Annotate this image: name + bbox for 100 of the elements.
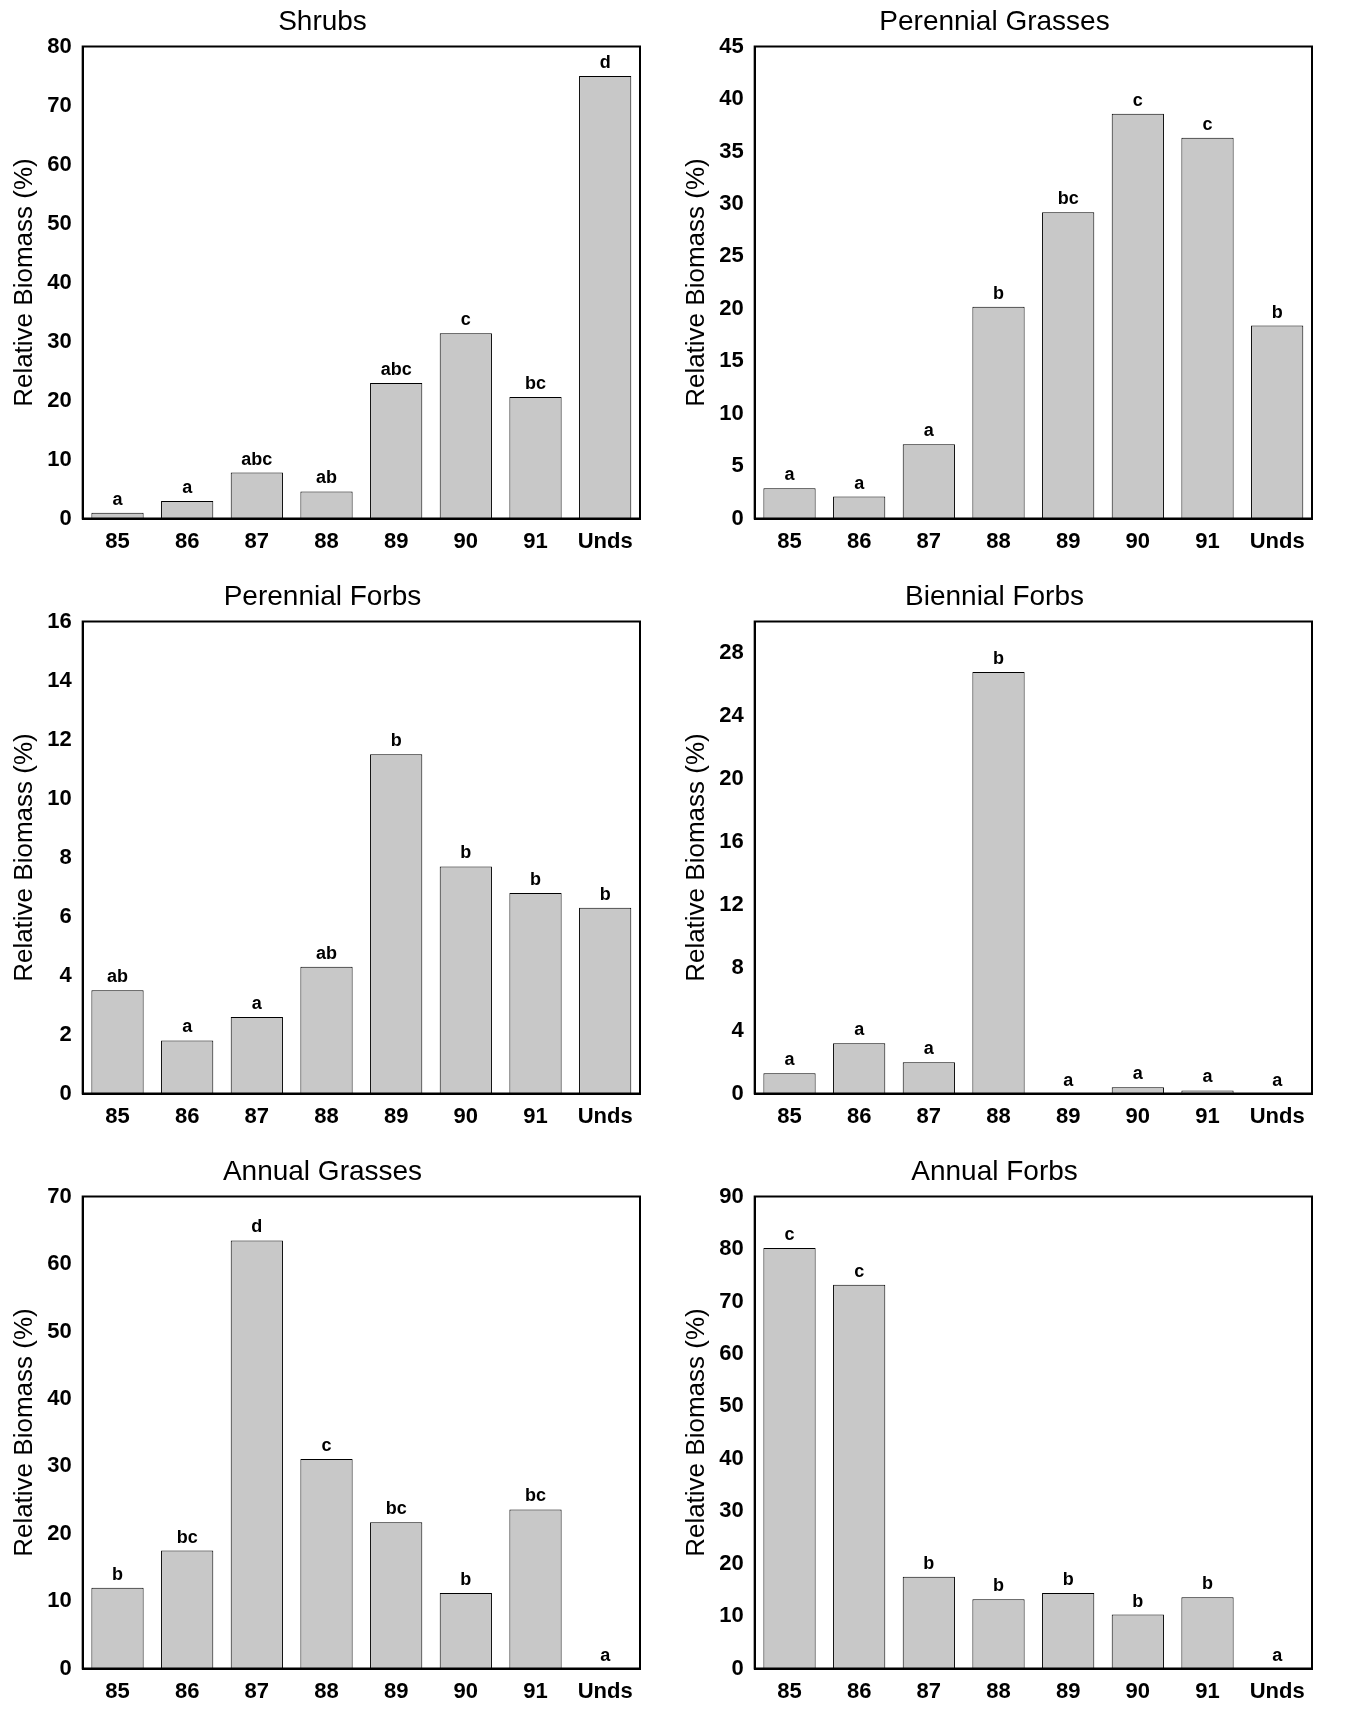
- x-tick-label: 88: [314, 1102, 339, 1128]
- x-tick-label: 91: [1195, 527, 1220, 553]
- annotation: bc: [524, 1485, 547, 1506]
- x-tick-label: 91: [523, 527, 548, 553]
- x-tick-label: 85: [777, 1677, 802, 1703]
- x-tick-label: 85: [105, 527, 130, 553]
- annotation: b: [460, 1569, 472, 1590]
- x-tick-label: 87: [916, 1677, 942, 1703]
- chart-title: Annual Forbs: [911, 1154, 1078, 1186]
- y-tick-label: 14: [47, 666, 73, 692]
- x-tick-label: Unds: [577, 1677, 633, 1703]
- y-axis-title: Relative Biomass (%): [7, 733, 38, 982]
- y-tick-label: 30: [47, 1452, 72, 1478]
- x-tick-label: 90: [453, 527, 479, 553]
- annotation: b: [530, 868, 541, 889]
- annotation: a: [854, 472, 866, 493]
- y-tick-label: 0: [59, 1654, 72, 1680]
- y-axis-title: Relative Biomass (%): [679, 158, 710, 407]
- y-tick-label: 60: [719, 1340, 744, 1365]
- annotation: c: [784, 1223, 795, 1244]
- annotation: c: [854, 1260, 865, 1281]
- annotation: a: [251, 992, 263, 1013]
- y-tick-label: 80: [47, 32, 72, 58]
- annotation: a: [1202, 1066, 1214, 1087]
- annotation: b: [993, 1575, 1004, 1596]
- y-axis-title: Relative Biomass (%): [679, 733, 710, 982]
- y-tick-label: 70: [47, 1182, 72, 1208]
- annotation: a: [854, 1019, 866, 1040]
- annotation: abc: [380, 358, 412, 379]
- x-tick-label: 89: [1055, 527, 1081, 553]
- y-tick-label: 40: [719, 1444, 744, 1470]
- annotation: c: [460, 309, 471, 330]
- y-tick-label: 40: [47, 1384, 72, 1410]
- y-tick-label: 30: [719, 190, 744, 215]
- annotation: a: [1132, 1063, 1144, 1084]
- y-tick-label: 50: [47, 1317, 72, 1343]
- annotation: b: [1132, 1590, 1144, 1611]
- y-tick-label: 0: [59, 1079, 72, 1105]
- y-tick-label: 20: [47, 1519, 72, 1545]
- chart-title: Biennial Forbs: [905, 579, 1084, 611]
- annotation: a: [182, 476, 194, 497]
- x-tick-label: 86: [846, 1102, 872, 1128]
- annotation: d: [599, 52, 611, 73]
- x-tick-label: Unds: [1249, 1677, 1305, 1703]
- annotation: c: [321, 1434, 332, 1455]
- x-tick-label: 90: [1125, 1102, 1151, 1128]
- annotation: a: [784, 464, 796, 485]
- x-tick-label: Unds: [577, 1102, 633, 1128]
- y-tick-label: 20: [719, 294, 744, 320]
- y-tick-label: 5: [731, 452, 744, 478]
- y-tick-label: 4: [731, 1016, 745, 1042]
- x-tick-label: 88: [986, 527, 1011, 553]
- x-tick-label: 89: [383, 1677, 409, 1703]
- x-tick-label: 86: [174, 527, 200, 553]
- annotation: abc: [241, 448, 273, 469]
- chart-title: Perennial Forbs: [223, 579, 422, 611]
- annotation: a: [923, 1038, 935, 1059]
- x-tick-label: 89: [1055, 1677, 1081, 1703]
- annotation: bc: [385, 1498, 407, 1519]
- y-tick-label: 10: [47, 1587, 72, 1613]
- y-tick-label: 60: [47, 150, 72, 176]
- annotation: b: [923, 1552, 935, 1573]
- y-tick-label: 40: [719, 85, 744, 111]
- x-tick-label: 91: [523, 1102, 548, 1128]
- annotation: b: [112, 1563, 123, 1584]
- annotation: ab: [107, 966, 129, 987]
- y-tick-label: 10: [47, 445, 72, 471]
- x-tick-label: 86: [846, 527, 872, 553]
- annotation: a: [1063, 1069, 1075, 1090]
- x-tick-label: 89: [383, 1102, 409, 1128]
- y-tick-label: 10: [47, 784, 72, 810]
- y-tick-label: 8: [731, 953, 744, 979]
- annotation: bc: [176, 1526, 198, 1547]
- x-tick-label: 91: [523, 1677, 548, 1703]
- y-tick-label: 70: [719, 1287, 744, 1313]
- annotation: a: [1272, 1069, 1284, 1090]
- y-tick-label: 30: [47, 327, 72, 353]
- annotation: b: [599, 883, 611, 904]
- x-tick-label: 89: [1055, 1102, 1081, 1128]
- annotation: a: [784, 1049, 796, 1070]
- y-tick-label: 4: [59, 961, 73, 987]
- x-tick-label: 88: [986, 1677, 1011, 1703]
- y-tick-label: 40: [47, 268, 72, 294]
- y-tick-label: 15: [719, 347, 744, 373]
- annotation: b: [390, 730, 402, 751]
- y-tick-label: 70: [47, 91, 72, 117]
- annotation: b: [1062, 1569, 1074, 1590]
- annotation: b: [993, 647, 1004, 668]
- annotation: b: [1271, 301, 1283, 322]
- annotation: ab: [315, 942, 338, 963]
- x-tick-label: Unds: [1249, 1102, 1305, 1128]
- x-tick-label: 87: [244, 1677, 270, 1703]
- x-tick-label: 85: [105, 1677, 130, 1703]
- y-tick-label: 0: [731, 1654, 744, 1680]
- y-tick-label: 50: [719, 1392, 744, 1418]
- y-tick-label: 25: [719, 242, 744, 268]
- y-tick-label: 0: [731, 1079, 744, 1105]
- x-tick-label: 88: [314, 1677, 339, 1703]
- x-tick-label: 86: [174, 1677, 200, 1703]
- x-tick-label: 88: [986, 1102, 1011, 1128]
